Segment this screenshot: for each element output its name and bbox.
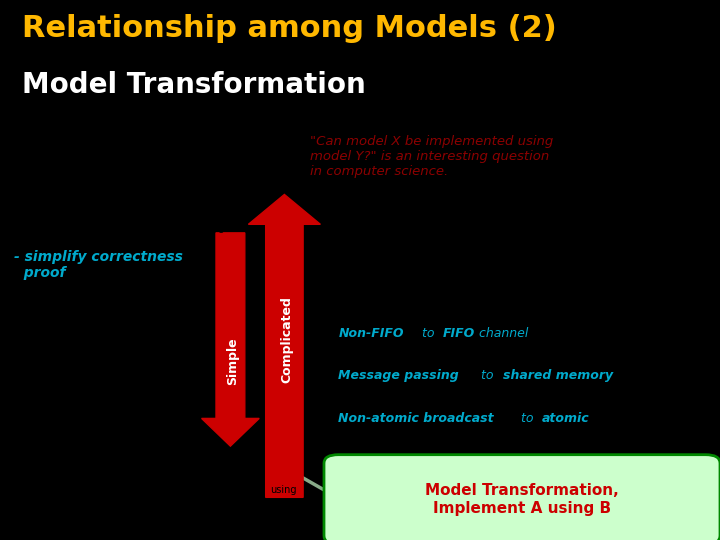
FancyArrow shape [202, 233, 259, 446]
Text: Weaker models: Weaker models [14, 369, 141, 384]
Text: - but, needs extra work
  to implement it: - but, needs extra work to implement it [14, 309, 176, 340]
Text: Non-atomic broadcast: Non-atomic broadcast [338, 412, 494, 425]
Text: - simplify correctness
  proof: - simplify correctness proof [14, 250, 184, 280]
Text: Message passing: Message passing [338, 369, 459, 382]
Text: Model Transformation,
Implement A using B: Model Transformation, Implement A using … [425, 483, 619, 516]
Text: using: using [270, 485, 297, 495]
FancyBboxPatch shape [324, 455, 720, 540]
Text: Stronger models: Stronger models [14, 147, 152, 163]
Text: channel: channel [475, 327, 528, 340]
Text: Model Transformation: Model Transformation [22, 71, 365, 99]
Text: to: to [477, 369, 498, 382]
Text: Complicated: Complicated [280, 296, 293, 383]
Text: FIFO: FIFO [443, 327, 475, 340]
Text: broadcast: broadcast [477, 455, 548, 468]
Text: "Can model X be implemented using
model Y?" is an interesting question
in comput: "Can model X be implemented using model … [310, 135, 553, 178]
Text: Simple: Simple [226, 337, 239, 384]
Text: shared memory: shared memory [503, 369, 613, 382]
Text: Implement: Implement [191, 460, 244, 470]
Text: - simplify reasoning
  (design an algorithm): - simplify reasoning (design an algorith… [14, 181, 174, 212]
Text: Relationship among Models (2): Relationship among Models (2) [22, 14, 557, 43]
Text: - are easier to implement.
- Have a closer relationship
     with the real world: - are easier to implement. - Have a clos… [14, 408, 204, 454]
Text: to: to [418, 327, 438, 340]
Text: to: to [517, 412, 537, 425]
Text: Implement: Implement [238, 159, 291, 169]
Text: using: using [198, 223, 225, 233]
Text: Non-FIFO: Non-FIFO [338, 327, 404, 340]
Text: atomic: atomic [542, 412, 590, 425]
FancyArrow shape [248, 194, 320, 497]
Text: Sample problems (Weak → Strong): Sample problems (Weak → Strong) [338, 284, 598, 297]
